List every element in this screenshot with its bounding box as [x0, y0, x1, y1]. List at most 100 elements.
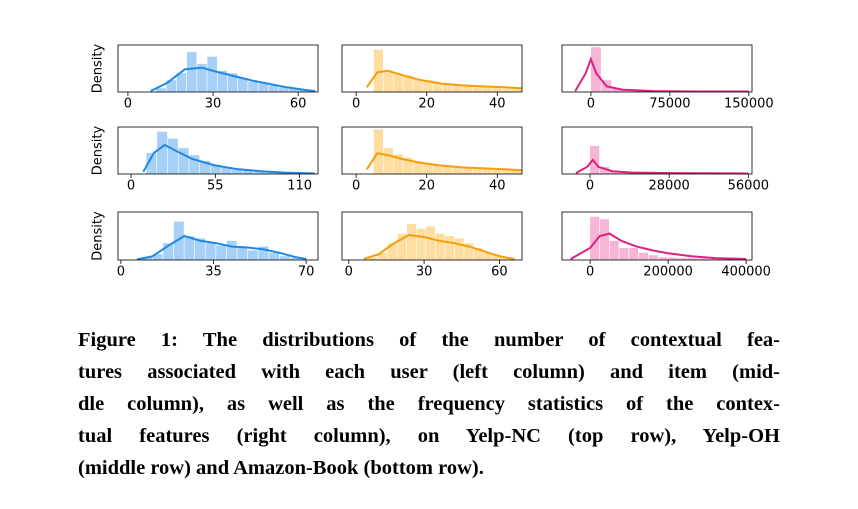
bar [599, 219, 609, 260]
x-tick-label: 20 [418, 97, 435, 112]
bar [197, 63, 207, 92]
bar [258, 246, 269, 260]
bar [176, 73, 187, 92]
x-tick-label: 40 [489, 179, 506, 194]
bar [163, 243, 174, 260]
x-tick-label: 60 [491, 265, 508, 280]
bar [472, 87, 482, 92]
x-tick-label: 0 [587, 97, 595, 112]
bar [166, 80, 177, 92]
bar [387, 243, 397, 260]
x-tick-label: 110 [287, 179, 312, 194]
kde-line [136, 234, 307, 260]
x-tick-label: 30 [205, 97, 222, 112]
bar [393, 73, 403, 92]
bar [207, 56, 217, 92]
caption-line: Figure 1: The distributions of the numbe… [78, 329, 780, 351]
bar [629, 248, 639, 260]
bar [707, 259, 717, 260]
bar [619, 248, 629, 260]
x-tick-label: 200000 [643, 265, 693, 280]
bar [157, 131, 168, 174]
x-tick-label: 60 [290, 97, 307, 112]
x-tick-label: 400000 [721, 265, 771, 280]
bar [687, 258, 697, 260]
bar [612, 88, 622, 92]
bar [677, 258, 688, 260]
x-tick-label: 28000 [648, 179, 689, 194]
x-tick-label: 30 [416, 265, 433, 280]
bar [638, 252, 649, 260]
bar [512, 170, 522, 174]
bar [290, 258, 301, 260]
bar [146, 152, 157, 174]
bar [217, 70, 228, 92]
bar [492, 87, 502, 92]
plot-frame [341, 211, 523, 261]
bar [423, 80, 433, 92]
bar [269, 252, 280, 260]
bar [373, 129, 384, 174]
bar [589, 145, 600, 174]
bar [189, 155, 200, 174]
bar [492, 169, 502, 174]
bar [248, 81, 258, 92]
kde-line [150, 66, 316, 92]
plot-frame [341, 126, 523, 175]
bar [279, 256, 290, 260]
bar [253, 170, 264, 174]
bar [472, 168, 482, 174]
y-axis-label: Density [91, 211, 106, 261]
x-tick-label: 0 [345, 265, 353, 280]
bar [242, 169, 254, 174]
bar [247, 250, 258, 260]
bar [368, 257, 378, 260]
bar [199, 160, 211, 174]
bar [268, 85, 279, 92]
bar [264, 171, 275, 174]
bar [226, 240, 237, 260]
x-tick-label: 56000 [728, 179, 769, 194]
caption-line: (middle row) and Amazon-Book (bottom row… [78, 457, 484, 479]
plot-frame [117, 211, 319, 261]
bar [502, 257, 512, 260]
bar [278, 87, 289, 92]
bar [258, 83, 269, 92]
bar [668, 257, 678, 260]
plot-frame [341, 44, 523, 93]
bar [442, 84, 453, 92]
x-tick-label: 150000 [724, 97, 774, 112]
bar [483, 252, 493, 260]
bar [482, 169, 492, 174]
bar [482, 87, 492, 92]
bar [383, 70, 393, 92]
bar [445, 236, 455, 260]
x-tick-label: 0 [352, 179, 360, 194]
bar [227, 73, 238, 92]
bar [590, 216, 600, 260]
bar [289, 88, 299, 92]
bar [599, 166, 610, 174]
y-axis-label: Density [91, 43, 106, 93]
kde-line [574, 56, 749, 92]
bar [622, 90, 633, 92]
bar [433, 164, 443, 174]
bar [173, 221, 184, 260]
bar [221, 166, 232, 174]
kde-line [575, 158, 749, 174]
bar [454, 238, 464, 260]
bar [205, 243, 216, 260]
caption-line: tures associated with each user (left co… [78, 361, 780, 383]
bar [658, 257, 668, 260]
bar [232, 168, 243, 174]
bar [502, 88, 512, 92]
bar [184, 236, 195, 260]
x-tick-label: 0 [586, 265, 594, 280]
bar [186, 52, 197, 92]
bar [216, 245, 227, 260]
bar [403, 157, 413, 174]
bar [142, 257, 153, 260]
y-axis-label: Density [91, 125, 106, 175]
bar [299, 90, 309, 92]
caption-line: dle column), as well as the frequency st… [78, 393, 780, 415]
